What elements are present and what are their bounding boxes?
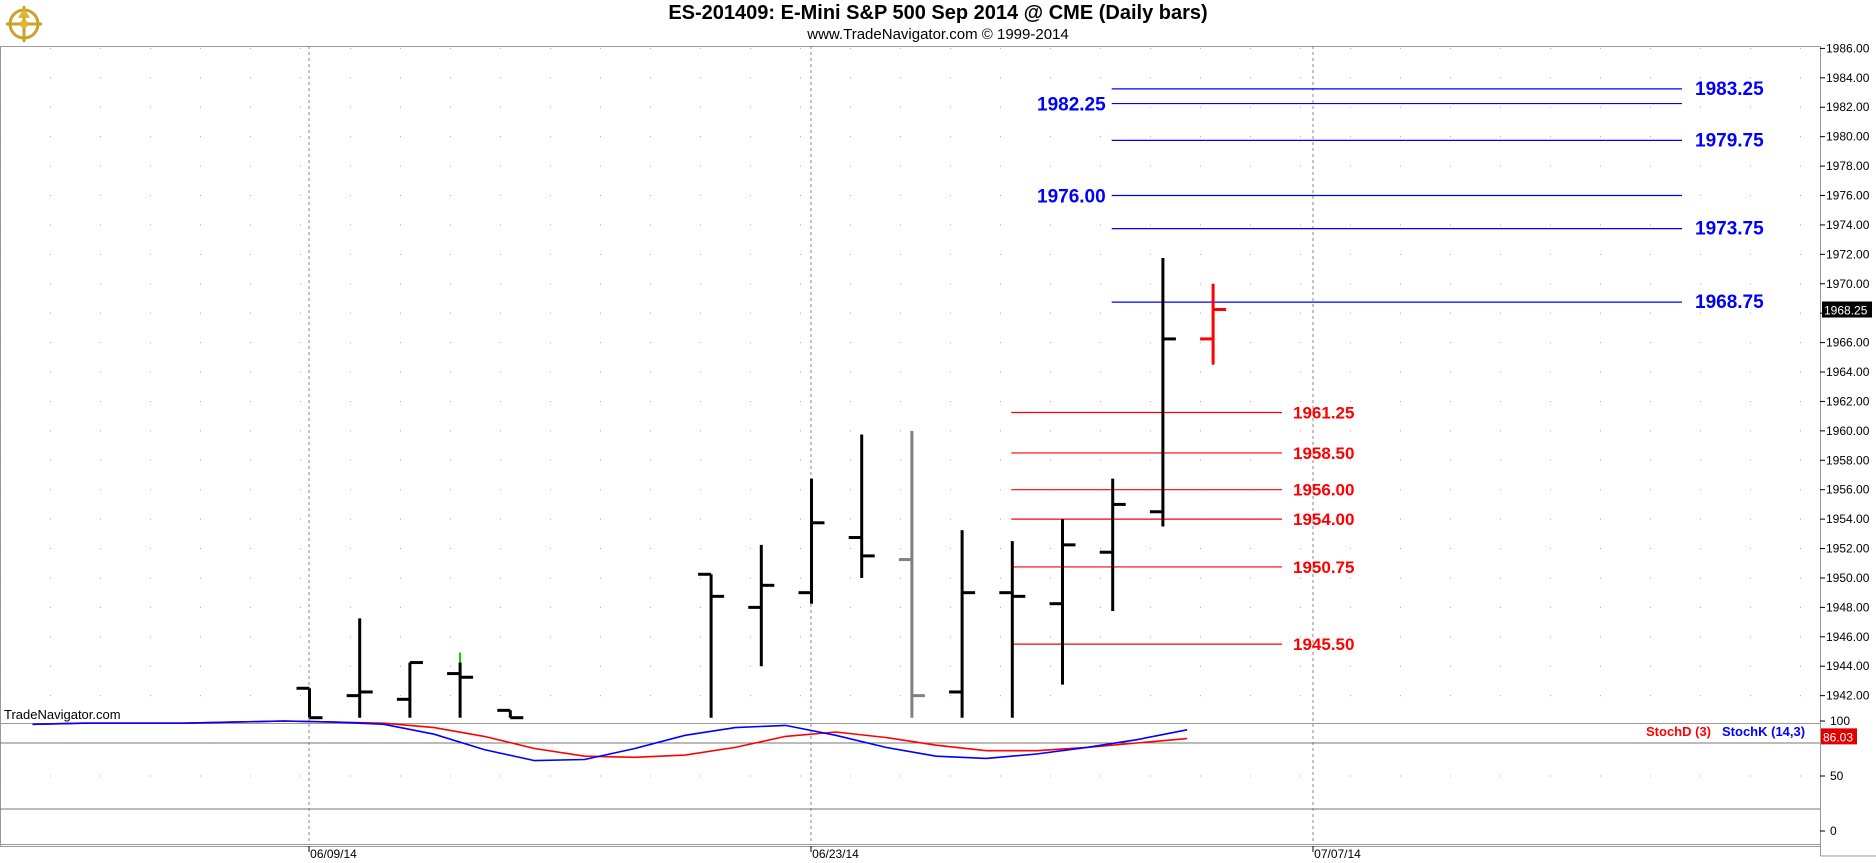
- resistance-label: 1979.75: [1695, 130, 1764, 151]
- support-label: 1950.75: [1293, 558, 1354, 577]
- ohlc-bar[interactable]: [346, 618, 373, 718]
- ohlc-bar[interactable]: [798, 478, 825, 604]
- support-label: 1954.00: [1293, 510, 1354, 529]
- y-tick-label: 1944.00: [1826, 659, 1870, 673]
- price-bars[interactable]: [296, 258, 1227, 720]
- y-tick-label: 1942.00: [1826, 689, 1870, 703]
- ohlc-bar[interactable]: [698, 572, 725, 718]
- y-tick-label: 1986.00: [1826, 41, 1870, 55]
- y-tick-label: 1950.00: [1826, 571, 1870, 585]
- stoch-series-line: [32, 720, 1188, 759]
- stochastic-legend: StochD (3) StochK (14,3): [1646, 724, 1805, 739]
- y-tick-label: 1980.00: [1826, 130, 1870, 144]
- support-label: 1956.00: [1293, 481, 1354, 500]
- resistance-label: 1983.25: [1695, 79, 1764, 100]
- y-tick-label: 1984.00: [1826, 71, 1870, 85]
- chart-subtitle: www.TradeNavigator.com © 1999-2014: [807, 26, 1069, 43]
- y-tick-label: 1974.00: [1826, 218, 1870, 232]
- price-levels: 1983.25 1982.25 1979.75 1976.00 1973.75 1968.…: [1011, 79, 1764, 654]
- trade-navigator-logo-icon: [6, 6, 42, 42]
- date-axis: 06/09/14 06/23/14 07/07/14: [308, 846, 1361, 861]
- ohlc-bar[interactable]: [1149, 258, 1176, 527]
- x-tick-label: 06/23/14: [812, 847, 859, 861]
- y-tick-label: 1948.00: [1826, 600, 1870, 614]
- y-tick-label: 1972.00: [1826, 247, 1870, 261]
- stoch-series-line: [32, 720, 1188, 762]
- ohlc-bar[interactable]: [999, 541, 1026, 718]
- support-label: 1945.50: [1293, 635, 1354, 654]
- support-label: 1958.50: [1293, 444, 1354, 463]
- x-tick-label: 06/09/14: [310, 847, 357, 861]
- y-tick-label: 1976.00: [1826, 189, 1870, 203]
- y-tick-label: 1954.00: [1826, 512, 1870, 526]
- ohlc-bar[interactable]: [848, 434, 875, 578]
- ohlc-bar[interactable]: [1099, 478, 1126, 612]
- y-tick-label: 1958.00: [1826, 453, 1870, 467]
- resistance-label: 1982.25: [1037, 95, 1106, 116]
- last-price-marker: [1822, 301, 1872, 318]
- y-tick-label: 1970.00: [1826, 277, 1870, 291]
- legend-item: StochK (14,3): [1722, 724, 1805, 739]
- resistance-label: 1973.75: [1695, 219, 1764, 240]
- legend-item: StochD (3): [1646, 724, 1711, 739]
- watermark-text: TradeNavigator.com: [4, 707, 121, 722]
- y-tick-label: 1946.00: [1826, 630, 1870, 644]
- y-tick-label: 1966.00: [1826, 336, 1870, 350]
- support-label: 1961.25: [1293, 403, 1354, 422]
- y-tick-label: 1978.00: [1826, 159, 1870, 173]
- ohlc-bar[interactable]: [1049, 519, 1076, 685]
- last-stoch-label: 86.03: [1823, 730, 1853, 744]
- resistance-label: 1976.00: [1037, 187, 1106, 208]
- y-tick-label: 1952.00: [1826, 542, 1870, 556]
- y-tick-label: 1962.00: [1826, 394, 1870, 408]
- y-tick-label: 1982.00: [1826, 100, 1870, 114]
- last-price-label: 1968.25: [1824, 304, 1868, 318]
- stochastic-panel: [0, 720, 1820, 810]
- chart-header: ES-201409: E-Mini S&P 500 Sep 2014 @ CME…: [0, 0, 1876, 46]
- ohlc-bar[interactable]: [898, 430, 925, 718]
- ohlc-bar[interactable]: [949, 530, 976, 718]
- stoch-y-tick-label: 0: [1830, 824, 1837, 838]
- grid: [0, 46, 1820, 844]
- resistance-label: 1968.75: [1695, 292, 1764, 313]
- price-axis: 1942.00 1944.00 1946.00 1948.00 1950.00 1952.…: [1820, 41, 1872, 838]
- chart-frame: [0, 46, 1876, 857]
- y-tick-label: 1956.00: [1826, 483, 1870, 497]
- ohlc-bar[interactable]: [396, 661, 423, 718]
- ohlc-bar[interactable]: [447, 652, 474, 718]
- ohlc-bar[interactable]: [497, 708, 524, 720]
- ohlc-bar[interactable]: [748, 544, 775, 667]
- last-stoch-marker: [1821, 728, 1857, 745]
- stoch-y-tick-label: 100: [1830, 714, 1850, 728]
- chart-title: ES-201409: E-Mini S&P 500 Sep 2014 @ CME…: [668, 2, 1208, 24]
- stoch-y-tick-label: 50: [1830, 769, 1844, 783]
- y-tick-label: 1960.00: [1826, 424, 1870, 438]
- x-tick-label: 07/07/14: [1314, 847, 1361, 861]
- y-tick-label: 1964.00: [1826, 365, 1870, 379]
- ohlc-bar[interactable]: [1200, 283, 1227, 365]
- ohlc-bar[interactable]: [296, 686, 323, 720]
